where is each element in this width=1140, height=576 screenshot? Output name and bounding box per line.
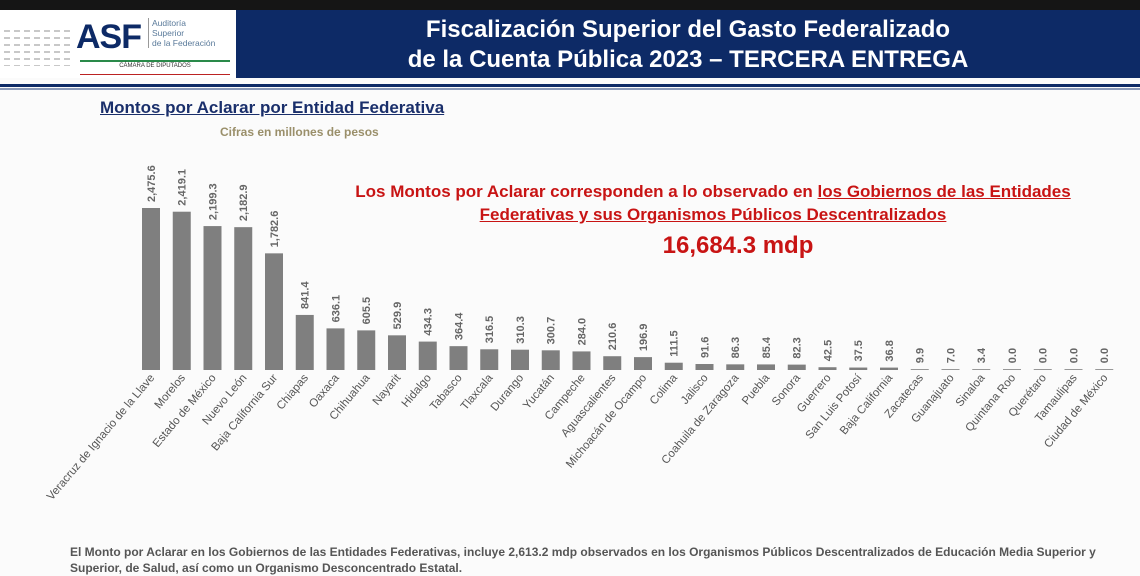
data-label: 841.4	[300, 281, 312, 309]
data-label: 3.4	[976, 347, 988, 363]
data-label: 605.5	[361, 297, 373, 325]
bar	[695, 364, 714, 370]
data-label: 0.0	[1099, 348, 1111, 363]
bar	[418, 341, 437, 370]
bar	[910, 369, 929, 370]
bar	[142, 208, 160, 370]
category-label: Chiapas	[275, 372, 311, 412]
data-label: 2,199.3	[208, 183, 220, 220]
data-label: 300.7	[546, 317, 558, 345]
category-label: San Luis Potosí	[804, 372, 865, 442]
asf-logo: ASF Auditoría Superior de la Federación CÁ…	[0, 10, 236, 78]
logo-chamber: CÁMARA DE DIPUTADOS	[80, 60, 230, 69]
data-label: 434.3	[423, 308, 435, 336]
bar	[480, 349, 499, 370]
header-rule-secondary	[0, 88, 1140, 90]
bar	[1095, 369, 1114, 370]
data-label: 636.1	[331, 295, 343, 323]
bar	[941, 369, 960, 370]
highlight-note: Los Montos por Aclarar corresponden a lo…	[355, 182, 1071, 224]
data-label: 0.0	[1007, 348, 1019, 363]
data-label: 316.5	[484, 316, 496, 344]
data-label: 82.3	[792, 337, 804, 358]
bar	[541, 350, 560, 370]
data-label: 196.9	[638, 324, 650, 352]
chart-title: Montos por Aclarar por Entidad Federativ…	[100, 98, 445, 117]
bar	[265, 253, 283, 370]
top-bar	[0, 0, 1140, 10]
bar	[818, 367, 837, 370]
data-label: 2,182.9	[238, 184, 250, 221]
bar	[449, 346, 468, 370]
data-label: 86.3	[730, 337, 742, 358]
footer-note: El Monto por Aclarar en los Gobiernos de…	[70, 545, 1096, 575]
data-label: 529.9	[392, 302, 404, 330]
category-label: Colima	[648, 372, 681, 408]
data-label: 2,475.6	[146, 165, 158, 202]
header-title-line2: de la Cuenta Pública 2023 – TERCERA ENTR…	[407, 46, 969, 73]
bar	[849, 367, 868, 370]
data-label: 0.0	[1069, 348, 1081, 363]
bar	[234, 227, 253, 370]
data-label: 85.4	[761, 336, 773, 358]
bar	[726, 364, 745, 370]
data-label: 9.9	[915, 348, 927, 363]
category-label: Aguascalientes	[559, 372, 618, 440]
bar	[634, 357, 652, 370]
data-label: 7.0	[946, 348, 958, 363]
bar	[603, 356, 622, 370]
data-label: 0.0	[1038, 348, 1050, 363]
bar	[357, 330, 376, 370]
bar	[1033, 369, 1052, 370]
data-label: 37.5	[853, 340, 865, 361]
bar	[1064, 369, 1083, 370]
data-label: 1,782.6	[269, 211, 281, 248]
data-label: 2,419.1	[177, 169, 189, 206]
bar	[787, 364, 806, 370]
data-label: 91.6	[700, 337, 712, 358]
bar	[326, 328, 345, 370]
chart-subtitle: Cifras en millones de pesos	[220, 125, 379, 139]
total-amount: 16,684.3 mdp	[662, 232, 814, 259]
data-label: 310.3	[515, 316, 527, 344]
category-label: Durango	[489, 372, 527, 414]
bar	[295, 314, 314, 370]
bar	[572, 351, 591, 370]
bar	[664, 362, 683, 370]
header-title-line1: Fiscalización Superior del Gasto Federal…	[425, 16, 951, 43]
bar	[757, 364, 775, 370]
bar	[388, 335, 406, 370]
bar	[880, 367, 898, 370]
logo-divider	[80, 74, 230, 75]
category-label: Jalisco	[679, 372, 711, 407]
category-label: Puebla	[740, 372, 773, 408]
bar	[1003, 369, 1021, 370]
header-banner: Fiscalización Superior del Gasto Federal…	[236, 10, 1140, 78]
data-label: 111.5	[669, 330, 681, 356]
logo-dots	[4, 30, 72, 66]
bar	[172, 211, 191, 370]
data-label: 364.4	[454, 312, 466, 340]
bar	[511, 349, 529, 370]
data-label: 36.8	[884, 340, 896, 361]
data-label: 42.5	[823, 340, 835, 361]
bar	[972, 369, 991, 370]
header-rule	[0, 84, 1140, 87]
category-label: Veracruz de Ignacio de la Llave	[45, 372, 157, 503]
logo-subtitle: Auditoría Superior de la Federación	[148, 18, 215, 48]
data-label: 284.0	[577, 318, 589, 346]
bar	[203, 226, 222, 370]
logo-text: ASF	[76, 18, 142, 56]
data-label: 210.6	[607, 323, 619, 351]
